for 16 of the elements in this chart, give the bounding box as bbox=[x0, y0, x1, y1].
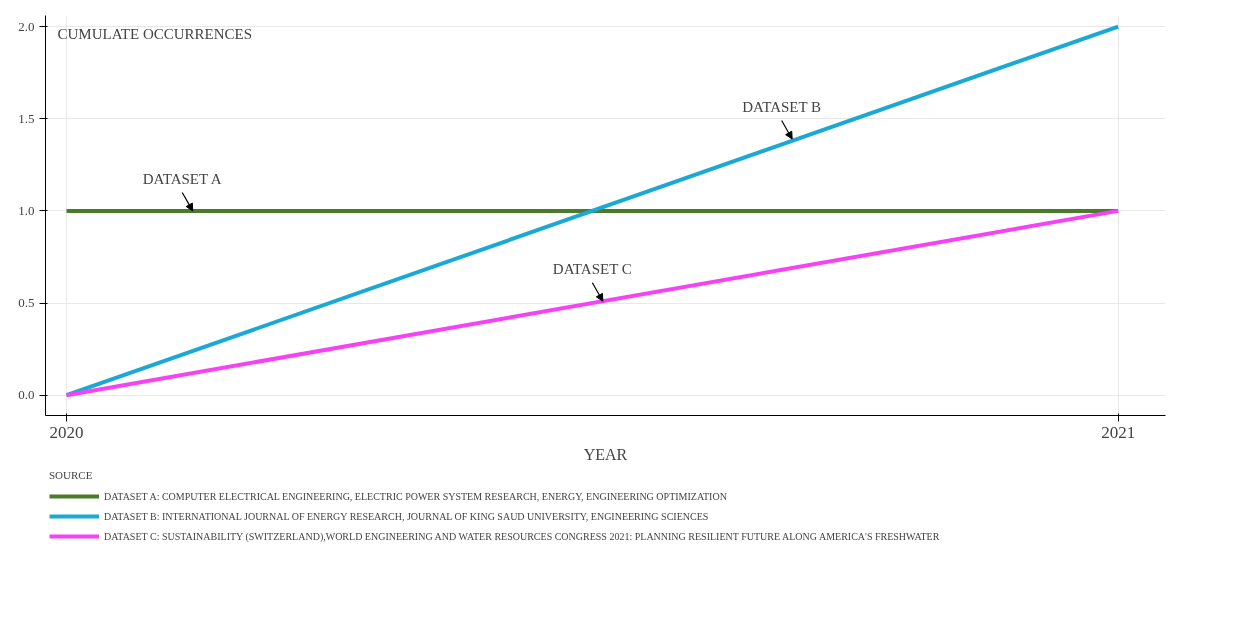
x-tick-label: 2021 bbox=[1101, 422, 1136, 442]
y-tick-label: 0.0 bbox=[18, 387, 35, 403]
annotation: DATASET C bbox=[552, 261, 632, 278]
legend-label: DATASET B: INTERNATIONAL JOURNAL OF ENERGY RESEARCH, JOURNAL OF KING SAUD UNIVERSITY, ENGINEERING SCIENCES bbox=[104, 510, 709, 522]
legend-label: DATASET C: SUSTAINABILITY (SWITZERLAND),WORLD ENGINEERING AND WATER RESOURCES CONGRESS 2021: PLANNING RESILIENT FUTURE ALONG AMERICA'S FRESHWATER bbox=[104, 530, 940, 542]
legend-title: SOURCE bbox=[49, 469, 94, 481]
y-axis-title: CUMULATE OCCURRENCES bbox=[57, 25, 253, 42]
annotation: DATASET A bbox=[142, 170, 222, 187]
y-tick-label: 1.0 bbox=[18, 202, 35, 218]
annotation: DATASET B bbox=[742, 99, 822, 115]
y-tick-label: 1.5 bbox=[18, 110, 35, 126]
y-tick-label: 0.5 bbox=[18, 295, 35, 311]
legend-label: DATASET A: COMPUTER ELECTRICAL ENGINEERING, ELECTRIC POWER SYSTEM RESEARCH, ENERGY, ENGINEERING OPTIMIZATION bbox=[104, 490, 727, 502]
y-tick-label: 2.0 bbox=[18, 18, 35, 34]
x-tick-label: 2020 bbox=[49, 422, 84, 442]
x-axis-title: YEAR bbox=[583, 445, 628, 463]
